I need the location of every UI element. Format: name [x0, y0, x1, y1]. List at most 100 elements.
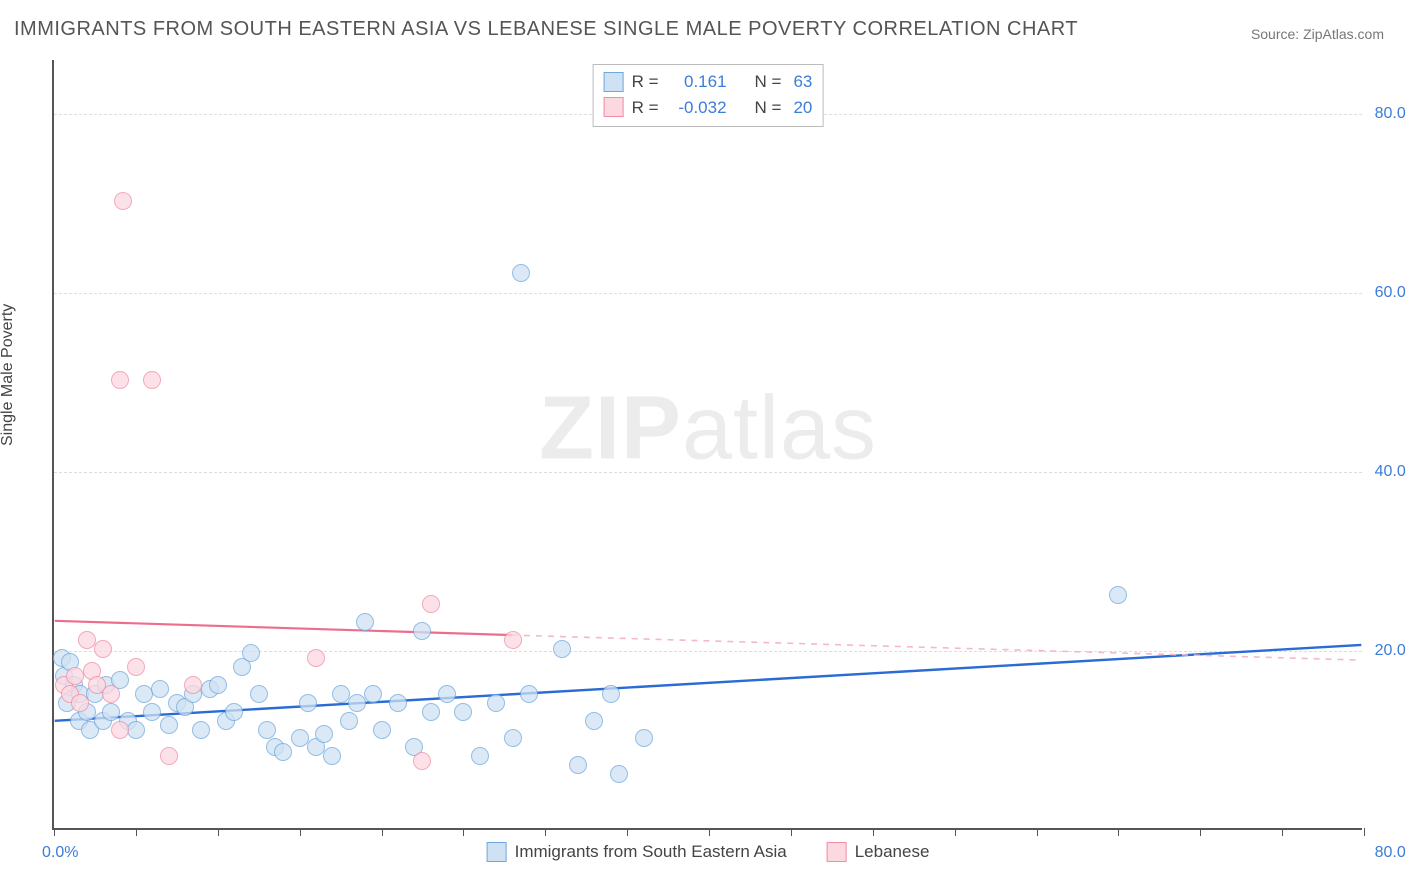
scatter-point [471, 747, 489, 765]
scatter-point [127, 658, 145, 676]
legend-swatch-icon [827, 842, 847, 862]
scatter-point [111, 371, 129, 389]
scatter-point [160, 747, 178, 765]
chart-title: IMMIGRANTS FROM SOUTH EASTERN ASIA VS LE… [14, 18, 1078, 41]
y-tick-label: 60.0% [1375, 284, 1406, 302]
bottom-legend-item-a: Immigrants from South Eastern Asia [487, 842, 787, 862]
scatter-point [250, 685, 268, 703]
scatter-point [602, 685, 620, 703]
scatter-point [225, 703, 243, 721]
stats-legend: R = 0.161 N = 63 R = -0.032 N = 20 [593, 64, 824, 127]
scatter-point [78, 631, 96, 649]
scatter-point [151, 680, 169, 698]
scatter-point [315, 725, 333, 743]
scatter-point [413, 622, 431, 640]
scatter-point [413, 752, 431, 770]
scatter-point [438, 685, 456, 703]
scatter-point [422, 703, 440, 721]
scatter-point [102, 703, 120, 721]
source-label: Source: [1251, 26, 1299, 42]
legend-swatch-icon [487, 842, 507, 862]
n-label: N = [755, 69, 782, 95]
x-tick [1282, 828, 1283, 836]
scatter-point [299, 694, 317, 712]
x-tick [873, 828, 874, 836]
scatter-point [348, 694, 366, 712]
scatter-point [512, 264, 530, 282]
scatter-point [291, 729, 309, 747]
scatter-point [553, 640, 571, 658]
r-value-series-b: -0.032 [667, 95, 727, 121]
scatter-point [487, 694, 505, 712]
x-tick [955, 828, 956, 836]
scatter-point [356, 613, 374, 631]
chart-plot-area: ZIPatlas 20.0%40.0%60.0%80.0% 0.0% 80.0%… [52, 60, 1362, 830]
trend-lines [54, 60, 1362, 828]
y-tick-label: 80.0% [1375, 105, 1406, 123]
x-tick [300, 828, 301, 836]
x-axis-min-label: 0.0% [42, 844, 78, 862]
x-tick [709, 828, 710, 836]
legend-label-series-b: Lebanese [855, 842, 930, 862]
legend-swatch-series-a [604, 72, 624, 92]
scatter-point [454, 703, 472, 721]
source-value: ZipAtlas.com [1303, 26, 1384, 42]
scatter-point [192, 721, 210, 739]
bottom-legend: Immigrants from South Eastern Asia Leban… [487, 842, 930, 862]
scatter-point [160, 716, 178, 734]
y-axis-label: Single Male Poverty [0, 304, 17, 446]
scatter-point [94, 640, 112, 658]
scatter-point [332, 685, 350, 703]
scatter-point [1109, 586, 1127, 604]
scatter-point [364, 685, 382, 703]
scatter-point [422, 595, 440, 613]
x-tick [1200, 828, 1201, 836]
scatter-point [307, 649, 325, 667]
legend-label-series-a: Immigrants from South Eastern Asia [515, 842, 787, 862]
scatter-point [323, 747, 341, 765]
r-value-series-a: 0.161 [667, 69, 727, 95]
n-value-series-b: 20 [793, 95, 812, 121]
x-tick [218, 828, 219, 836]
y-tick-label: 20.0% [1375, 642, 1406, 660]
stats-row-series-b: R = -0.032 N = 20 [604, 95, 813, 121]
x-tick [791, 828, 792, 836]
scatter-point [143, 371, 161, 389]
x-tick [382, 828, 383, 836]
x-tick [54, 828, 55, 836]
x-tick [463, 828, 464, 836]
n-value-series-a: 63 [793, 69, 812, 95]
scatter-point [71, 694, 89, 712]
stats-row-series-a: R = 0.161 N = 63 [604, 69, 813, 95]
scatter-point [635, 729, 653, 747]
x-axis-max-label: 80.0% [1375, 844, 1406, 862]
scatter-point [102, 685, 120, 703]
scatter-point [520, 685, 538, 703]
scatter-point [143, 703, 161, 721]
scatter-point [274, 743, 292, 761]
x-tick [1037, 828, 1038, 836]
scatter-point [373, 721, 391, 739]
scatter-point [135, 685, 153, 703]
gridline [54, 472, 1362, 473]
watermark: ZIPatlas [539, 377, 877, 480]
y-tick-label: 40.0% [1375, 463, 1406, 481]
scatter-point [258, 721, 276, 739]
x-tick [627, 828, 628, 836]
x-tick [1118, 828, 1119, 836]
scatter-point [66, 667, 84, 685]
scatter-point [127, 721, 145, 739]
n-label: N = [755, 95, 782, 121]
scatter-point [209, 676, 227, 694]
scatter-point [504, 631, 522, 649]
scatter-point [114, 192, 132, 210]
x-tick [545, 828, 546, 836]
legend-swatch-series-b [604, 97, 624, 117]
r-label: R = [632, 95, 659, 121]
bottom-legend-item-b: Lebanese [827, 842, 930, 862]
x-tick [1364, 828, 1365, 836]
scatter-point [504, 729, 522, 747]
r-label: R = [632, 69, 659, 95]
x-tick [136, 828, 137, 836]
scatter-point [111, 721, 129, 739]
